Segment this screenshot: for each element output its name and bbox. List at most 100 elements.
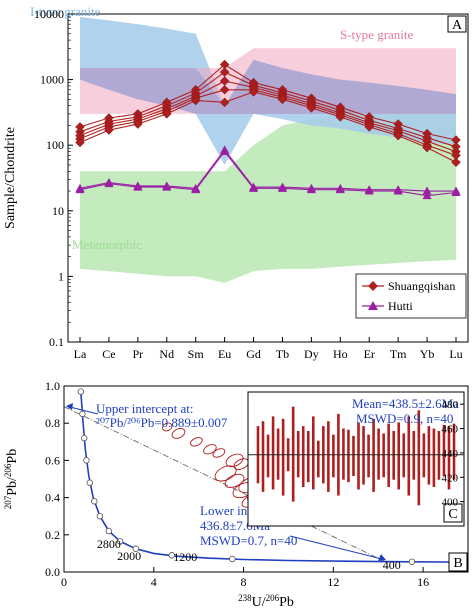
concordia-age-marker	[80, 434, 88, 442]
y-tick-label: 1000	[40, 73, 64, 87]
legend-marker-hutti	[368, 301, 378, 310]
age-errorbar	[442, 424, 446, 477]
data-point	[104, 125, 114, 135]
data-point	[249, 183, 259, 192]
data-point	[219, 84, 230, 95]
age-errorbar	[352, 435, 355, 477]
data-point	[335, 112, 346, 122]
panel-a-ticks: 0.1 1 10 100 1000 10000 La Ce Pr Nd Sm Eu Gd Tb Dy Ho Er…	[34, 7, 463, 361]
concordia-age-marker	[86, 479, 94, 486]
age-errorbar	[382, 433, 385, 478]
y-tick-label: 100	[46, 138, 64, 152]
upper-intercept-title: Upper intercept at:	[96, 401, 193, 416]
x-tick-label: Dy	[304, 347, 319, 361]
x-tick-label: 8	[241, 575, 247, 589]
concordia-age-marker	[83, 457, 90, 464]
x-tick-label: Pr	[133, 347, 144, 361]
panel-b-label-box	[448, 552, 468, 572]
concordia-age-marker	[77, 388, 85, 395]
panel-a-axes	[67, 13, 469, 343]
data-point	[364, 186, 374, 195]
data-point	[335, 185, 345, 194]
concordia-age-marker	[132, 545, 140, 552]
zircon-ellipse	[224, 473, 245, 488]
concordia-age-marker	[105, 527, 113, 535]
age-errorbar	[422, 433, 426, 478]
age-errorbar	[357, 422, 360, 490]
age-errorbar	[392, 430, 395, 480]
data-point	[75, 137, 85, 148]
concordia-age-label: 400	[383, 558, 401, 572]
x-tick-label: Lu	[449, 347, 462, 361]
data-point	[133, 182, 143, 191]
x-tick-label: Eu	[218, 347, 231, 361]
data-point	[220, 147, 230, 156]
x-tick-label: Ce	[102, 347, 115, 361]
age-errorbar	[417, 410, 421, 506]
metamorphic-region	[80, 113, 456, 283]
age-errorbar	[427, 426, 431, 485]
x-tick-label: 12	[327, 575, 339, 589]
panel-c-label-box	[443, 503, 463, 523]
age-errorbar	[311, 416, 315, 490]
age-errorbar	[447, 426, 451, 490]
age-errorbar	[296, 430, 300, 478]
concordia-age-marker	[79, 410, 86, 418]
zircon-ellipse	[162, 422, 173, 432]
panel-c-mswd: MSWD=0.9, n=40	[356, 411, 453, 426]
y-tick-label: 0.8	[45, 416, 60, 430]
age-errorbar	[342, 428, 345, 480]
age-errorbar	[306, 430, 310, 483]
x-tick-label: Tb	[276, 347, 289, 361]
concordia-age-label: 1200	[173, 550, 197, 564]
x-tick-label: Gd	[246, 347, 261, 361]
data-point	[364, 122, 375, 132]
age-errorbar	[347, 429, 350, 483]
series-line-1-0	[79, 148, 456, 192]
concordia-curve	[80, 391, 468, 563]
data-point	[422, 186, 432, 195]
x-tick-label: Tm	[390, 347, 407, 361]
concordia-age-label: 2000	[117, 549, 141, 563]
y-tick-label: 400	[442, 497, 459, 509]
age-errorbar	[271, 416, 275, 490]
data-point	[219, 97, 230, 108]
panel-a-label-box	[447, 15, 467, 33]
age-errorbar	[372, 418, 375, 492]
panel-a-frame	[67, 13, 469, 343]
concordia-age-marker	[91, 498, 98, 505]
series-line-0-3	[79, 89, 457, 156]
panel-c-label: C	[448, 507, 457, 522]
y-tick-label: 480	[442, 399, 459, 411]
data-point	[422, 191, 432, 200]
data-point	[162, 182, 172, 191]
age-errorbar	[407, 416, 411, 496]
data-point	[75, 185, 85, 194]
legend-label-shuangqishan: Shuangqishan	[388, 279, 455, 293]
data-point	[306, 103, 317, 113]
panel-b-xlabel: 238U/206Pb	[238, 593, 294, 610]
concordia-age-marker	[96, 513, 104, 520]
panel-b-ylabel: 207Pb/206Pb	[3, 449, 20, 509]
age-errorbar	[332, 434, 335, 478]
age-errorbar	[276, 428, 280, 480]
series-line-1-1	[79, 150, 457, 197]
zircon-ellipse	[190, 437, 203, 447]
y-tick-label: 0.6	[45, 453, 60, 467]
x-tick-label: 16	[417, 575, 429, 589]
upper-intercept-value: ²⁰⁷Pb/²⁰⁶Pb=0.889±0.007	[96, 415, 228, 430]
data-point	[133, 119, 143, 129]
y-tick-label: 460	[442, 424, 459, 436]
zircon-ellipse	[225, 453, 244, 468]
concordia-age-label: 2800	[97, 537, 121, 551]
age-errorbar	[301, 426, 305, 488]
panel-a-series	[75, 59, 461, 200]
age-errorbar	[432, 428, 436, 488]
x-tick-label: Nd	[159, 347, 174, 361]
panel-c-plot	[248, 406, 464, 506]
legend	[355, 273, 467, 319]
panel-b-frame	[63, 385, 469, 573]
x-tick-label: 4	[151, 575, 157, 589]
concordia-age-marker	[116, 538, 124, 545]
panel-c-text: Mean=438.5±2.6Ma MSWD=0.9, n=40 C	[352, 396, 463, 523]
